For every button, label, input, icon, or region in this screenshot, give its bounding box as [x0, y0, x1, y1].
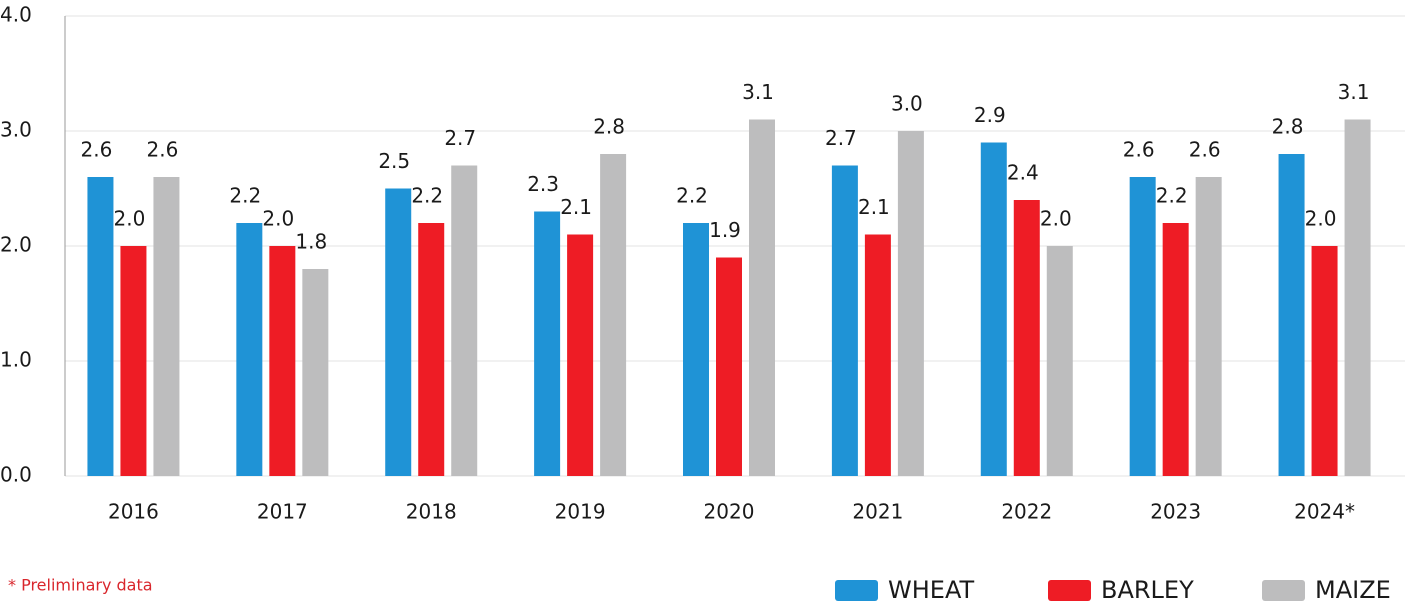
bar: [897, 131, 924, 476]
bar: [749, 119, 775, 476]
bar: [236, 223, 263, 476]
bar: [600, 154, 627, 476]
bar: [1344, 119, 1371, 476]
bar: [534, 211, 561, 476]
bar: [864, 234, 891, 476]
bar: [1311, 246, 1338, 476]
bar: [1162, 223, 1189, 476]
bar: [1013, 200, 1040, 476]
footnote: * Preliminary data: [8, 576, 153, 595]
bar: [980, 142, 1007, 476]
x-tick-label: 2018: [406, 500, 457, 524]
x-tick-label: 2022: [1001, 500, 1052, 524]
legend-swatch: [835, 580, 878, 601]
x-tick-label: 2016: [108, 500, 159, 524]
bar: [567, 234, 594, 476]
data-label: 2.0: [1040, 207, 1072, 231]
legend-swatch: [1048, 580, 1091, 601]
bar: [153, 177, 180, 476]
bar: [1195, 177, 1222, 476]
x-tick-label: 2023: [1150, 500, 1201, 524]
bar: [716, 257, 742, 476]
data-label: 2.0: [262, 207, 294, 231]
data-label: 2.2: [676, 184, 708, 208]
data-label: 2.9: [974, 103, 1006, 127]
data-label: 2.8: [593, 115, 625, 139]
bar: [269, 246, 296, 476]
bar: [385, 188, 412, 476]
y-tick-label: 4.0: [0, 3, 32, 27]
x-tick-label: 2024*: [1294, 500, 1355, 524]
bar: [1046, 246, 1073, 476]
legend-label: WHEAT: [888, 576, 974, 604]
data-label: 2.6: [81, 138, 113, 162]
data-label: 1.9: [709, 218, 741, 242]
data-label: 2.7: [444, 126, 476, 150]
y-tick-label: 2.0: [0, 233, 32, 257]
data-label: 2.6: [147, 138, 179, 162]
bar: [302, 269, 329, 476]
data-label: 3.0: [891, 92, 923, 116]
x-tick-label: 2020: [704, 500, 755, 524]
data-label: 1.8: [295, 230, 327, 254]
data-label: 2.6: [1123, 138, 1155, 162]
data-label: 3.1: [1338, 80, 1370, 104]
data-label: 2.2: [411, 184, 443, 208]
data-label: 2.2: [1156, 184, 1188, 208]
y-tick-label: 0.0: [0, 463, 32, 487]
data-label: 2.7: [825, 126, 857, 150]
data-label: 2.0: [114, 207, 146, 231]
data-label: 3.1: [742, 80, 774, 104]
data-label: 2.1: [560, 195, 592, 219]
legend-label: BARLEY: [1101, 576, 1194, 604]
y-tick-label: 3.0: [0, 118, 32, 142]
bar: [1129, 177, 1156, 476]
legend-swatch: [1262, 580, 1305, 601]
data-label: 2.5: [378, 149, 410, 173]
bar: [1278, 154, 1305, 476]
bar: [831, 165, 858, 476]
x-tick-label: 2017: [257, 500, 308, 524]
data-label: 2.6: [1189, 138, 1221, 162]
data-label: 2.4: [1007, 161, 1039, 185]
x-tick-label: 2021: [852, 500, 903, 524]
data-label: 2.3: [527, 172, 559, 196]
bar: [418, 223, 445, 476]
bar: [120, 246, 147, 476]
data-label: 2.2: [229, 184, 261, 208]
x-tick-label: 2019: [555, 500, 606, 524]
bar: [683, 223, 709, 476]
data-label: 2.0: [1305, 207, 1337, 231]
data-label: 2.1: [858, 195, 890, 219]
y-tick-label: 1.0: [0, 348, 32, 372]
data-label: 2.8: [1272, 115, 1304, 139]
bar: [87, 177, 114, 476]
bar: [451, 165, 478, 476]
legend-label: MAIZE: [1315, 576, 1391, 604]
